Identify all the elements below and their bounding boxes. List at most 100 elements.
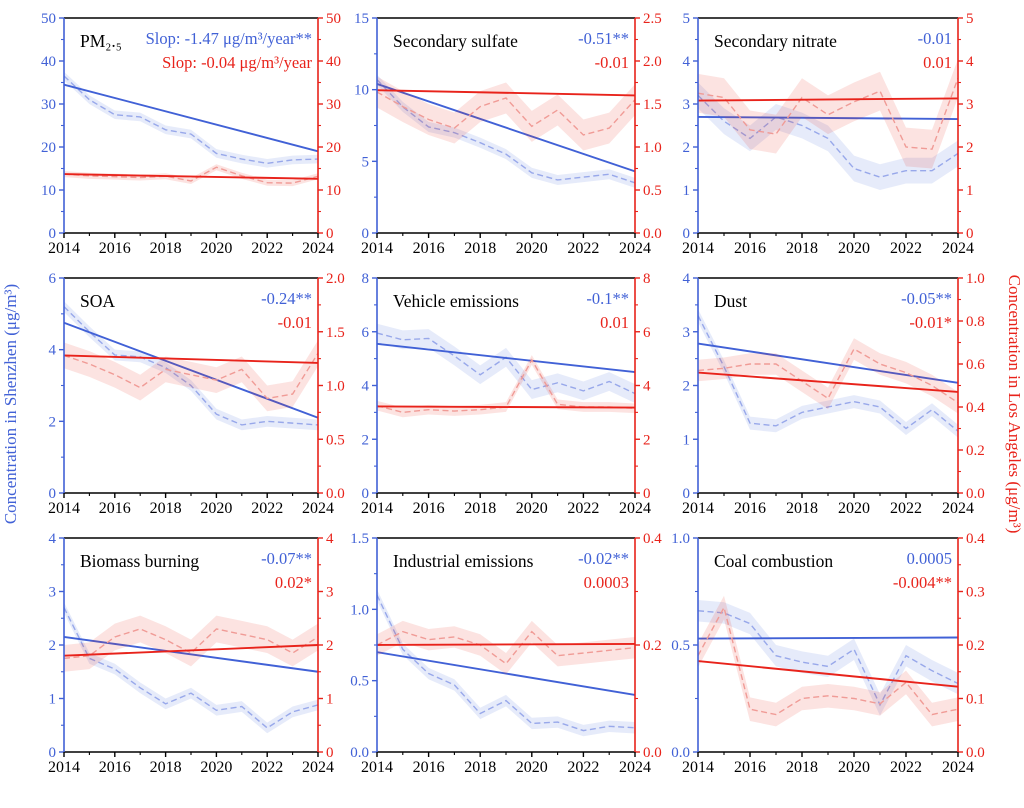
trend-line-shenzhen <box>376 651 636 696</box>
left-tick-label: 2 <box>683 379 691 395</box>
right-tick-label: 30 <box>326 97 341 113</box>
panel-industrial-emissions: 0.0 0.5 1.0 1.5 0.0 0.2 0.4 2014 2016 2018 2020 202… <box>350 531 662 776</box>
right-tick-label: 3 <box>326 585 334 601</box>
uncertainty-band-los-angeles <box>698 595 958 727</box>
left-tick-label: 5 <box>683 11 691 27</box>
panel-title: Secondary sulfate <box>393 31 518 51</box>
left-tick-label: 0 <box>362 486 370 502</box>
right-tick-label: 2 <box>326 638 334 654</box>
right-tick-label: 1.5 <box>326 325 345 341</box>
uncertainty-band-los-angeles <box>377 620 635 675</box>
x-tick-label: 2018 <box>464 759 496 776</box>
right-tick-label: 1.0 <box>326 379 345 395</box>
slope-annotation-shenzhen: -0.07** <box>261 549 312 568</box>
x-tick-label: 2014 <box>361 759 393 776</box>
left-tick-label: 1.0 <box>671 531 690 547</box>
trend-line-shenzhen <box>697 636 959 640</box>
panel-title: SOA <box>80 291 115 311</box>
left-tick-label: 0.5 <box>671 638 690 654</box>
left-tick-label: 0.0 <box>671 745 690 761</box>
x-tick-label: 2018 <box>464 500 496 517</box>
panel-biomass-burning: 0 1 2 3 4 0 1 2 3 4 2014 2016 2018 2020 2022 2024 Biomas… <box>48 531 334 776</box>
x-tick-label: 2016 <box>734 759 766 776</box>
trend-line-shenzhen <box>376 83 636 173</box>
x-tick-label: 2018 <box>150 500 182 517</box>
observed-line-los-angeles <box>697 77 959 150</box>
right-tick-label: 1 <box>966 183 974 199</box>
x-tick-label: 2018 <box>786 759 818 776</box>
uncertainty-band-shenzhen <box>377 74 635 188</box>
x-tick-label: 2020 <box>200 500 232 517</box>
left-tick-label: 0.0 <box>350 745 369 761</box>
x-tick-label: 2014 <box>682 240 714 257</box>
uncertainty-band-shenzhen <box>377 589 635 737</box>
right-tick-label: 0.3 <box>966 585 985 601</box>
trend-line-los-angeles <box>63 173 319 180</box>
panel-title: Coal combustion <box>714 551 833 571</box>
left-tick-label: 2 <box>683 140 691 156</box>
left-tick-label: 6 <box>49 271 57 287</box>
x-tick-label: 2024 <box>619 759 651 776</box>
observed-line-los-angeles <box>63 352 319 400</box>
trend-line-shenzhen <box>697 115 959 120</box>
x-tick-label: 2024 <box>619 500 651 517</box>
left-tick-label: 4 <box>362 379 370 395</box>
panel-secondary-sulfate: 0 5 10 15 0.0 0.5 1.0 1.5 2.0 2.5 2014 2016 2018 2020… <box>354 11 662 257</box>
left-tick-label: 2 <box>49 414 57 430</box>
trend-line-shenzhen <box>63 636 319 673</box>
panel-title: Dust <box>714 291 747 311</box>
uncertainty-band-los-angeles <box>377 355 635 418</box>
left-tick-label: 8 <box>362 271 370 287</box>
right-tick-label: 0.4 <box>643 531 662 547</box>
left-tick-label: 40 <box>41 54 56 70</box>
left-tick-label: 10 <box>41 183 56 199</box>
left-tick-label: 0.5 <box>350 674 369 690</box>
observed-line-shenzhen <box>697 610 959 707</box>
left-tick-label: 4 <box>49 531 57 547</box>
left-axis-title: Concentration in Shenzhen (μg/m³) <box>1 284 20 524</box>
uncertainty-band-shenzhen <box>698 82 958 190</box>
left-tick-label: 3 <box>49 585 57 601</box>
right-tick-label: 3 <box>966 97 974 113</box>
uncertainty-band-los-angeles <box>698 338 958 414</box>
left-tick-label: 2 <box>49 638 57 654</box>
x-tick-label: 2018 <box>150 240 182 257</box>
slope-annotation-shenzhen: -0.02** <box>578 549 629 568</box>
panel-secondary-nitrate: 0 1 2 3 4 5 0 1 2 3 4 5 2014 2016 2018 2020 2022 2024 Seco… <box>682 11 974 257</box>
panel-title: PM₂.₅ <box>80 31 122 51</box>
slope-annotation-los-angeles: -0.004** <box>893 573 952 592</box>
x-tick-label: 2022 <box>567 759 599 776</box>
observed-line-shenzhen <box>376 594 636 732</box>
uncertainty-band-los-angeles <box>64 340 318 412</box>
x-tick-label: 2016 <box>413 759 445 776</box>
left-tick-label: 1 <box>683 432 691 448</box>
observed-line-los-angeles <box>376 91 636 136</box>
left-tick-label: 15 <box>354 11 369 27</box>
left-tick-label: 0 <box>683 226 691 242</box>
left-tick-label: 2 <box>362 432 370 448</box>
x-tick-label: 2018 <box>150 759 182 776</box>
right-tick-label: 2.0 <box>643 54 662 70</box>
right-tick-label: 4 <box>966 54 974 70</box>
right-tick-label: 0.2 <box>966 443 985 459</box>
right-tick-label: 2.0 <box>326 271 345 287</box>
uncertainty-band-shenzhen <box>377 323 635 403</box>
x-tick-label: 2022 <box>890 240 922 257</box>
x-tick-label: 2024 <box>942 500 974 517</box>
x-tick-label: 2020 <box>516 500 548 517</box>
uncertainty-band-shenzhen <box>64 602 318 734</box>
slope-annotation-los-angeles: 0.02* <box>275 573 312 592</box>
uncertainty-band-los-angeles <box>377 76 635 151</box>
right-tick-label: 10 <box>326 183 341 199</box>
x-tick-label: 2024 <box>619 240 651 257</box>
right-tick-label: 8 <box>643 271 651 287</box>
panel-title: Secondary nitrate <box>714 31 837 51</box>
left-tick-label: 0 <box>362 226 370 242</box>
x-tick-label: 2014 <box>48 500 80 517</box>
panel-title: Biomass burning <box>80 551 199 571</box>
x-tick-label: 2020 <box>838 240 870 257</box>
right-tick-label: 0.2 <box>643 638 662 654</box>
panel-title: Vehicle emissions <box>393 291 519 311</box>
observed-line-shenzhen <box>63 306 319 426</box>
trend-line-shenzhen <box>697 342 959 384</box>
